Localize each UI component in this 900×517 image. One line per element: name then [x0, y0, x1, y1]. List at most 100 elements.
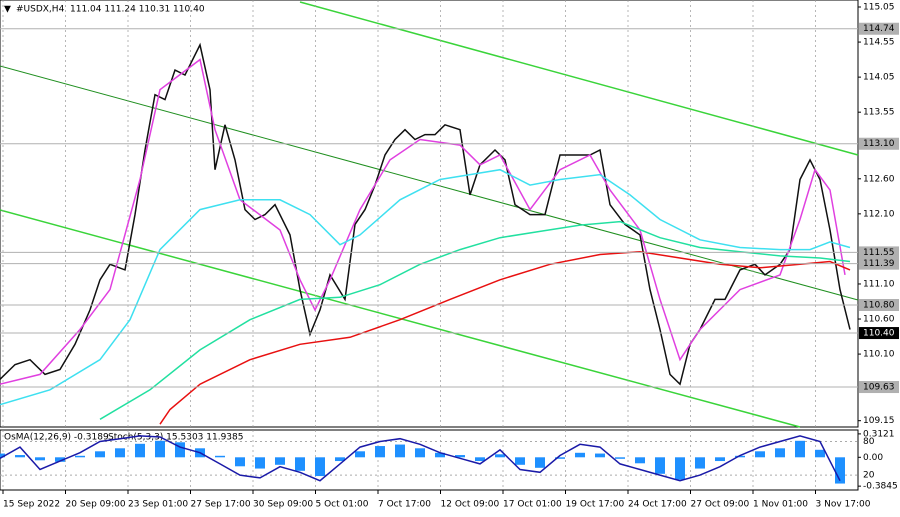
histogram-bar	[795, 440, 805, 458]
level-label-box	[859, 327, 899, 340]
main-panel	[0, 0, 859, 428]
y-tick-label: 0.00	[863, 453, 883, 463]
histogram-bar	[395, 444, 405, 458]
y-tick-label: -0.3845	[863, 482, 898, 492]
y-tick-label: 114.55	[863, 38, 895, 48]
indicator-subtitle: Stoch(5,3,3) 15.5303 11.9385	[108, 433, 243, 443]
histogram-bar	[275, 457, 285, 465]
histogram-bar	[355, 451, 365, 458]
histogram-bar	[535, 457, 545, 468]
level-label-box	[859, 22, 899, 35]
level-label: 111.55	[863, 248, 895, 258]
x-tick-label: 27 Sep 17:00	[191, 500, 251, 510]
x-tick-label: 17 Oct 01:00	[503, 500, 562, 510]
histogram-bar	[55, 457, 65, 462]
series-line	[0, 58, 846, 385]
y-tick-label: 112.60	[863, 174, 895, 184]
histogram-bar	[455, 455, 465, 458]
trend-line	[0, 209, 801, 428]
histogram-bar	[695, 457, 705, 469]
y-tick-label: 109.15	[863, 416, 895, 426]
histogram-bar	[755, 451, 765, 458]
histogram-bar	[155, 440, 165, 458]
y-tick-label: 111.10	[863, 279, 895, 289]
level-label: 114.74	[863, 24, 895, 34]
histogram-bar	[235, 457, 245, 467]
histogram-bar	[775, 448, 785, 458]
histogram-bar	[75, 455, 85, 458]
x-tick-label: 24 Oct 17:00	[628, 500, 687, 510]
histogram-bar	[635, 457, 645, 464]
y2-tick-label: 20	[863, 471, 875, 481]
x-tick-label: 23 Sep 01:00	[128, 500, 188, 510]
level-label-box	[859, 381, 899, 394]
histogram-bar	[615, 457, 625, 459]
y-tick-label: 0.3121	[863, 429, 895, 439]
x-tick-label: 5 Oct 01:00	[316, 500, 369, 510]
histogram-bar	[815, 449, 825, 458]
x-tick-label: 1 Nov 01:00	[753, 500, 808, 510]
histogram-bar	[115, 448, 125, 458]
menu-icon[interactable]: ▼	[4, 5, 11, 15]
series-line	[0, 168, 851, 406]
x-tick-label: 19 Oct 17:00	[566, 500, 625, 510]
histogram-bar	[335, 457, 345, 462]
y-tick-label: 115.05	[863, 3, 895, 13]
histogram-bar	[595, 453, 605, 458]
histogram-bar	[295, 457, 305, 471]
histogram-bar	[735, 455, 745, 458]
histogram-bar	[135, 443, 145, 458]
histogram-bar	[315, 457, 325, 477]
histogram-bar	[655, 457, 665, 474]
level-label: 110.80	[863, 301, 895, 311]
trend-line	[0, 65, 859, 301]
trend-line	[299, 1, 859, 156]
x-tick-label: 7 Oct 17:00	[378, 500, 431, 510]
histogram-bar	[95, 451, 105, 458]
histogram-bar	[0, 453, 5, 458]
histogram-bar	[675, 457, 685, 480]
indicator-title: OsMA(12,26,9) -0.3189	[4, 433, 109, 443]
histogram-bar	[555, 457, 565, 459]
histogram-bar	[435, 452, 445, 458]
y-tick-label: 110.10	[863, 350, 895, 360]
x-tick-label: 27 Oct 09:00	[691, 500, 750, 510]
histogram-bar	[35, 457, 45, 461]
histogram-bar	[835, 457, 845, 484]
histogram-bar	[495, 454, 505, 458]
level-label-box	[859, 137, 899, 150]
x-tick-label: 30 Sep 09:00	[253, 500, 313, 510]
x-tick-label: 15 Sep 2022	[3, 500, 60, 510]
level-label-box	[859, 299, 899, 311]
x-tick-label: 12 Oct 09:00	[441, 500, 500, 510]
level-label: 110.40	[863, 329, 895, 339]
level-label: 113.10	[863, 139, 895, 149]
histogram-bar	[175, 442, 185, 458]
level-label-box	[859, 246, 899, 259]
level-label: 109.63	[863, 383, 895, 393]
histogram-bar	[255, 457, 265, 469]
histogram-bar	[375, 446, 385, 458]
series-line	[159, 250, 851, 425]
histogram-bar	[475, 457, 485, 462]
y-tick-label: 114.05	[863, 73, 895, 83]
histogram-bar	[15, 455, 25, 458]
y-tick-label: 113.55	[863, 108, 895, 118]
series-line	[0, 435, 841, 482]
x-tick-label: 20 Sep 09:00	[66, 500, 126, 510]
histogram-bar	[715, 457, 725, 462]
histogram-bar	[515, 457, 525, 465]
y2-tick-label: 80	[863, 437, 875, 447]
y-tick-label: 112.10	[863, 209, 895, 219]
chart-title: #USDX,H4	[16, 5, 65, 15]
series-line	[99, 220, 851, 420]
histogram-bar	[215, 455, 225, 458]
level-label: 111.39	[863, 259, 895, 269]
histogram-bar	[415, 448, 425, 458]
y-tick-label: 110.60	[863, 315, 895, 325]
chart-subtitle: 111.04 111.24 110.31 110.40	[70, 5, 205, 15]
level-label-box	[859, 257, 899, 270]
x-tick-label: 3 Nov 17:00	[816, 500, 871, 510]
histogram-bar	[575, 452, 585, 458]
